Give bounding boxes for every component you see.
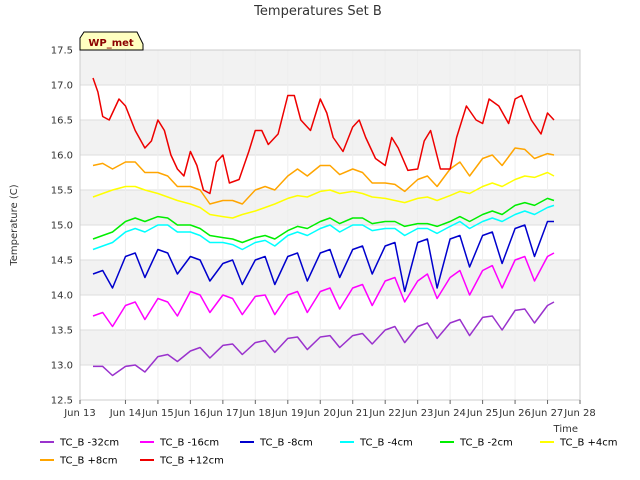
y-tick-label: 16.5 [51, 116, 73, 127]
y-tick-label: 14.0 [51, 291, 73, 302]
y-axis-ticks: 12.5 13.0 13.5 14.0 14.5 15.0 15.5 16.0 16.5 17.0… [51, 46, 73, 407]
background-band [80, 225, 580, 260]
series-line [92, 220, 554, 293]
legend-label: TC_B -32cm [59, 438, 119, 449]
series-line [92, 77, 555, 195]
series-line [92, 204, 555, 251]
site-badge-label: WP_met [88, 38, 134, 49]
legend-label: TC_B +4cm [559, 438, 618, 449]
site-badge: WP_met [79, 31, 144, 51]
x-tick-label: Jun 18 [239, 408, 272, 419]
x-tick-label: Jun 23 [401, 408, 434, 419]
x-tick-label: Jun 17 [206, 408, 239, 419]
x-axis-label: Time [553, 424, 578, 435]
x-tick-label: Jun 16 [174, 408, 207, 419]
x-tick-label: Jun 15 [141, 408, 174, 419]
legend-label: TC_B +8cm [59, 456, 118, 467]
legend: TC_B -32cm TC_B -16cm TC_B -8cm TC_B -4cm TC… [40, 438, 618, 467]
y-tick-label: 14.5 [51, 256, 73, 267]
chart-title: Temperatures Set B [253, 4, 382, 19]
legend-label: TC_B +12cm [159, 456, 224, 467]
y-tick-label: 13.0 [51, 361, 73, 372]
x-tick-label: Jun 19 [271, 408, 304, 419]
y-tick-label: 17.5 [51, 46, 73, 57]
plot-background-bands [80, 50, 580, 400]
y-tick-label: 17.0 [51, 81, 73, 92]
legend-label: TC_B -2cm [459, 438, 513, 449]
y-tick-label: 15.0 [51, 221, 73, 232]
x-tick-label: Jun 22 [368, 408, 401, 419]
series-line [93, 301, 555, 377]
series-line [92, 147, 555, 205]
x-tick-label: Jun 21 [336, 408, 369, 419]
x-tick-label: Jun 28 [563, 408, 596, 419]
series-lines [92, 77, 555, 377]
site-badge-box [79, 31, 144, 51]
y-tick-label: 16.0 [51, 151, 73, 162]
y-axis-label: Temperature (C) [9, 184, 20, 266]
y-tick-label: 13.5 [51, 326, 73, 337]
legend-label: TC_B -8cm [259, 438, 313, 449]
series-line [92, 171, 555, 219]
background-band [80, 50, 580, 85]
x-tick-label: Jun 24 [433, 408, 466, 419]
x-tick-label: Jun 27 [531, 408, 564, 419]
series-line [92, 252, 555, 328]
y-tick-label: 15.5 [51, 186, 73, 197]
y-tick-label: 12.5 [51, 396, 73, 407]
x-tick-label: Jun 13 [63, 408, 96, 419]
legend-label: TC_B -16cm [159, 438, 219, 449]
background-band [80, 365, 580, 400]
x-axis-ticks: Jun 13 Jun 14 Jun 15 Jun 16 Jun 17 Jun 18 Jun … [63, 400, 596, 419]
background-band [80, 85, 580, 120]
series-line [92, 197, 555, 244]
plot-frame [79, 49, 581, 401]
x-tick-label: Jun 14 [109, 408, 142, 419]
legend-label: TC_B -4cm [359, 438, 413, 449]
x-tick-label: Jun 26 [498, 408, 531, 419]
x-tick-label: Jun 20 [303, 408, 336, 419]
x-tick-label: Jun 25 [466, 408, 499, 419]
